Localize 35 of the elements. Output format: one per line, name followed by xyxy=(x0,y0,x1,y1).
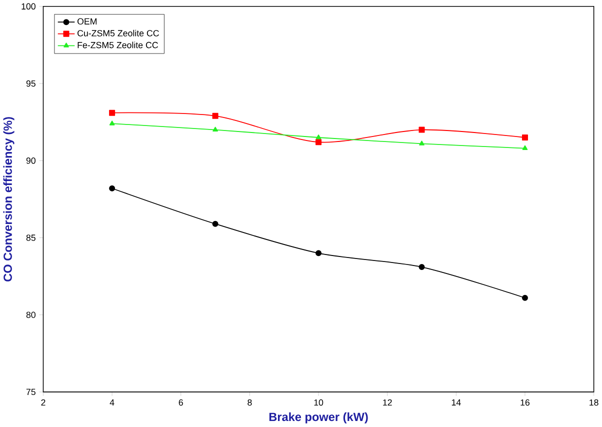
x-axis-title: Brake power (kW) xyxy=(269,412,368,424)
point xyxy=(418,264,425,270)
y-axis-title: CO Conversion efficiency (%) xyxy=(3,117,14,282)
point xyxy=(316,134,322,140)
point xyxy=(212,113,218,120)
legend-label: OEM xyxy=(77,18,97,25)
point xyxy=(522,134,528,141)
point xyxy=(316,139,322,146)
y-tick-label: 100 xyxy=(22,3,36,10)
y-tick-label: 85 xyxy=(26,234,36,242)
x-tick-label: 12 xyxy=(383,400,392,406)
point xyxy=(522,145,528,150)
x-tick-label: 6 xyxy=(178,400,183,406)
point xyxy=(212,221,218,228)
legend-label: Fe-ZSM5 Zeolite CC xyxy=(78,42,158,48)
x-tick-label: 2 xyxy=(41,400,46,406)
point xyxy=(418,126,425,133)
y-tick-label: 80 xyxy=(26,312,36,318)
x-tick-label: 4 xyxy=(110,400,114,406)
legend-label: Cu-ZSM5 Zeolite CC xyxy=(78,30,159,37)
point xyxy=(316,250,322,256)
point xyxy=(109,120,115,126)
point xyxy=(109,110,116,116)
point xyxy=(212,126,218,132)
y-tick-label: 75 xyxy=(26,389,36,396)
y-tick-label: 95 xyxy=(26,80,36,87)
x-tick-label: 16 xyxy=(520,400,530,406)
point xyxy=(419,140,424,146)
x-tick-label: 10 xyxy=(314,400,324,406)
y-tick-label: 90 xyxy=(26,158,36,164)
point xyxy=(109,186,116,192)
x-tick-label: 14 xyxy=(452,400,461,406)
point xyxy=(522,295,528,302)
x-tick-label: 8 xyxy=(248,400,252,406)
x-tick-label: 18 xyxy=(590,400,598,406)
